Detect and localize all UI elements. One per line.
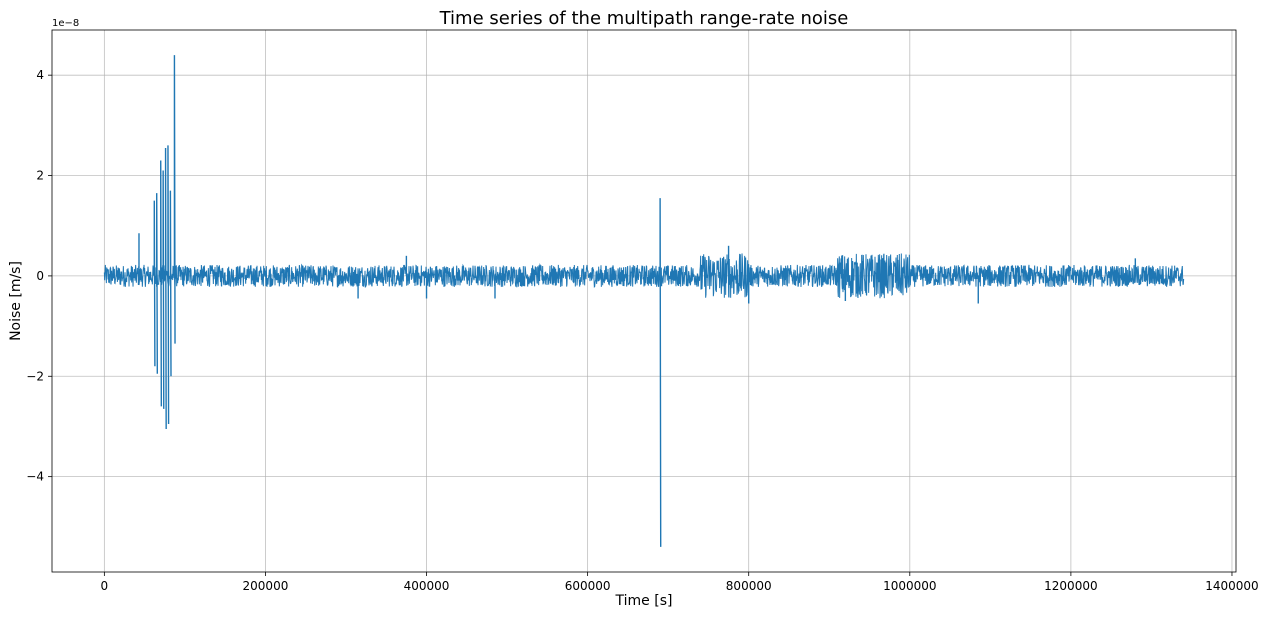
- x-tick-label: 800000: [726, 579, 772, 593]
- chart-title: Time series of the multipath range-rate …: [439, 8, 849, 29]
- x-tick-label: 1400000: [1205, 579, 1258, 593]
- y-tick-label: −2: [26, 369, 44, 383]
- y-tick-label: 0: [36, 269, 44, 283]
- y-offset-text: 1e−8: [52, 18, 79, 29]
- noise-spike: [167, 145, 170, 424]
- x-tick-label: 400000: [404, 579, 450, 593]
- noise-spike: [162, 170, 165, 409]
- x-axis-label: Time [s]: [615, 593, 673, 609]
- y-tick-label: 4: [36, 68, 44, 82]
- series-layer: [103, 55, 1185, 547]
- x-tick-label: 1200000: [1044, 579, 1097, 593]
- y-tick-label: −4: [26, 470, 44, 484]
- noise-spike: [156, 193, 159, 374]
- y-axis-label: Noise [m/s]: [8, 261, 24, 341]
- x-tick-label: 1000000: [883, 579, 936, 593]
- x-tick-label: 200000: [243, 579, 289, 593]
- x-tick-label: 600000: [565, 579, 611, 593]
- y-tick-label: 2: [36, 169, 44, 183]
- noise-spike: [153, 200, 156, 367]
- noise-line: [103, 253, 1185, 299]
- noise-spike: [173, 55, 176, 344]
- x-tick-label: 0: [101, 579, 109, 593]
- noise-spike: [160, 160, 163, 407]
- noise-spike: [164, 147, 167, 429]
- noise-spike: [659, 198, 662, 547]
- ticks: 0 200000 400000 600000 800000 1000000 1200000 1…: [26, 68, 1258, 593]
- axes-frame: [51, 29, 1237, 573]
- grid: [52, 30, 1236, 572]
- noise-spike: [169, 190, 172, 377]
